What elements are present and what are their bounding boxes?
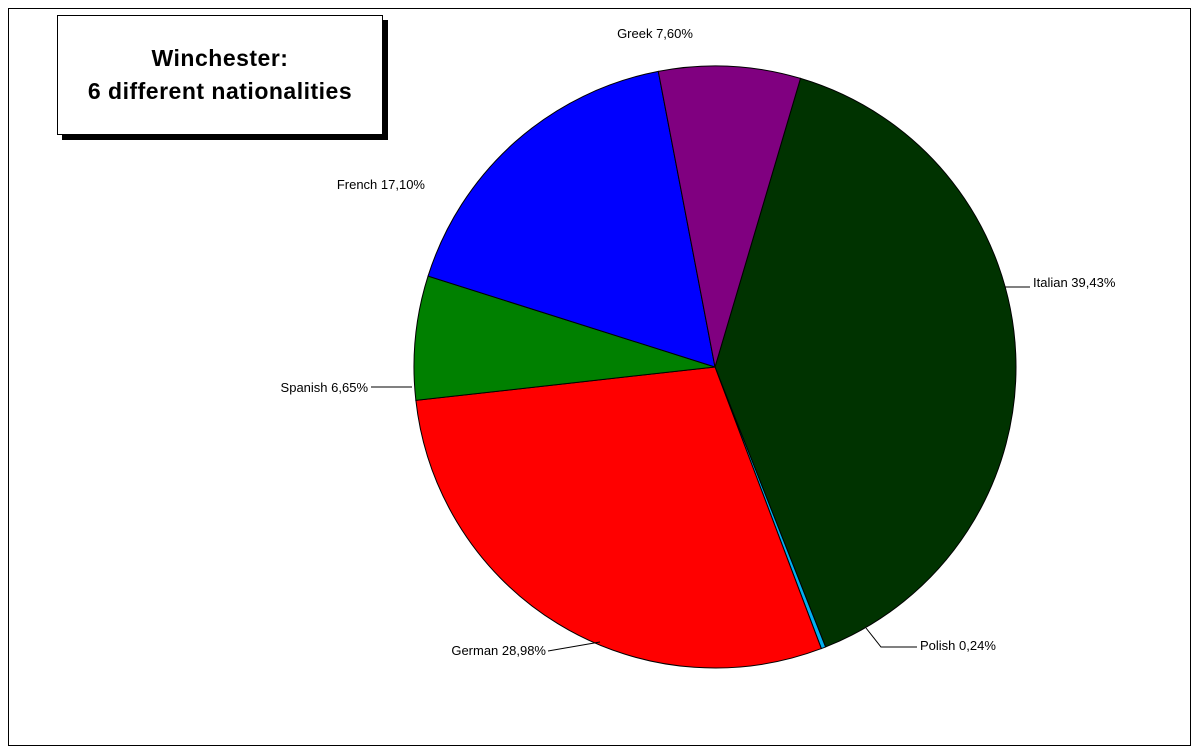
chart-title-line2: 6 different nationalities — [87, 78, 353, 104]
pie-slice-greek — [657, 65, 802, 368]
data-label-german: German 28,98% — [451, 643, 546, 658]
pie-slice-italian — [714, 77, 1017, 648]
leader-line-german — [547, 641, 601, 652]
data-label-italian: Italian 39,43% — [1033, 275, 1116, 290]
pie-slice-german — [415, 366, 822, 669]
data-label-french: French 17,10% — [337, 177, 426, 192]
pie-slice-french — [427, 70, 716, 368]
data-label-spanish: Spanish 6,65% — [281, 380, 369, 395]
pie-slice-spanish — [413, 275, 716, 401]
leader-line-polish — [865, 627, 917, 648]
data-label-greek: Greek 7,60% — [617, 26, 693, 41]
chart-title-box: Winchester: 6 different nationalities — [57, 15, 383, 135]
chart-title-line1: Winchester: — [151, 45, 289, 71]
data-label-polish: Polish 0,24% — [920, 638, 996, 653]
